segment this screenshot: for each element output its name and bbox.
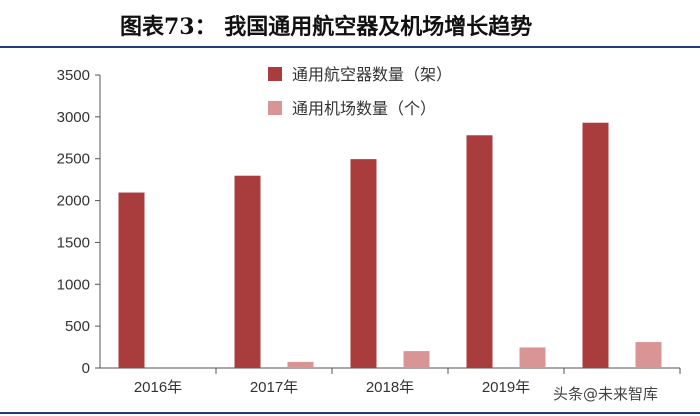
bar-aircraft — [350, 159, 377, 368]
y-tick-label: 2500 — [57, 151, 90, 168]
bar-chart: 0 500 1000 1500 2000 2500 3000 3500 2016年 2017年 20… — [57, 65, 681, 396]
legend-label-airport: 通用机场数量（个） — [292, 99, 436, 118]
y-tick-label: 0 — [82, 360, 90, 377]
bar-airport — [635, 342, 662, 368]
bar-airport — [403, 351, 430, 368]
legend-label-aircraft: 通用航空器数量（架） — [292, 65, 452, 84]
x-tick-label: 2017年 — [250, 379, 298, 396]
bar-aircraft — [118, 192, 145, 368]
chart-title: 图表73： 我国通用航空器及机场增长趋势 — [120, 14, 533, 40]
y-tick-label: 1000 — [57, 276, 90, 293]
y-tick-label: 1500 — [57, 234, 90, 251]
bar-aircraft — [234, 175, 261, 368]
bar-airport — [287, 361, 314, 368]
title-bar: 图表73： 我国通用航空器及机场增长趋势 — [0, 0, 700, 48]
y-tick-label: 3000 — [57, 109, 90, 126]
x-tick-label: 2018年 — [366, 379, 414, 396]
y-tick-label: 3500 — [57, 67, 90, 84]
x-tick-label: 2019年 — [482, 379, 530, 396]
title-divider — [0, 46, 700, 48]
bottom-divider — [0, 412, 700, 414]
y-tick-label: 500 — [65, 318, 90, 335]
bar-aircraft — [582, 122, 609, 369]
y-tick-label: 2000 — [57, 193, 90, 210]
legend-swatch-airport — [268, 101, 282, 115]
legend-swatch-aircraft — [268, 67, 282, 81]
bar-aircraft — [466, 135, 493, 368]
watermark: 头条@未来智库 — [553, 385, 659, 403]
x-tick-label: 2016年 — [134, 379, 182, 396]
bar-airport — [519, 347, 546, 368]
